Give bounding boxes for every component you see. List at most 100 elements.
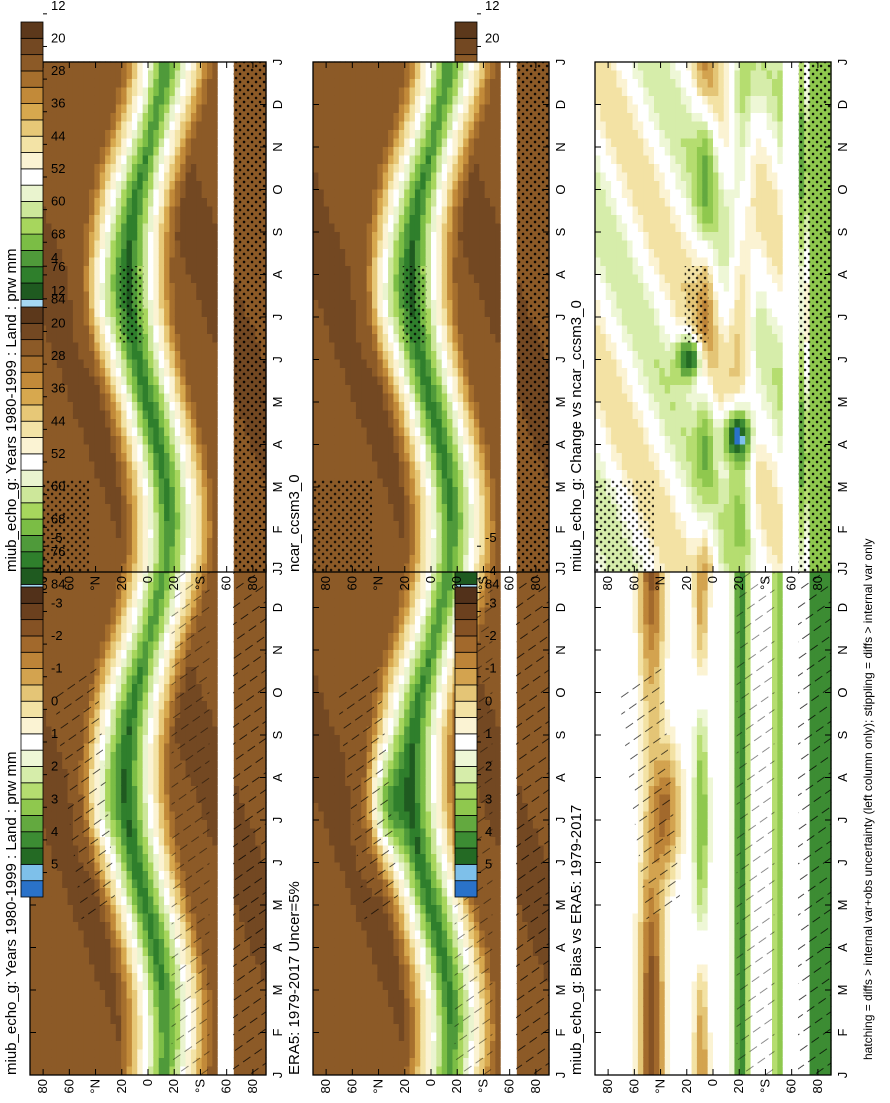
heatmap-cell: [121, 146, 127, 155]
heatmap-cell: [127, 359, 133, 368]
heatmap-cell: [186, 384, 192, 393]
heatmap-cell: [78, 155, 84, 164]
heatmap-cell: [132, 879, 138, 888]
heatmap-cell: [110, 401, 116, 410]
heatmap-cell: [116, 989, 122, 998]
heatmap-cell: [78, 444, 84, 453]
heatmap-cell: [100, 964, 106, 973]
heatmap-cell: [30, 1049, 36, 1058]
heatmap-cell: [223, 675, 229, 684]
heatmap-cell: [169, 342, 175, 351]
heatmap-cell: [223, 658, 229, 667]
heatmap-cell: [159, 607, 165, 616]
heatmap-cell: [148, 743, 154, 752]
heatmap-cell: [143, 367, 149, 376]
heatmap-cell: [121, 760, 127, 769]
heatmap-cell: [218, 692, 224, 701]
heatmap-cell: [68, 853, 74, 862]
heatmap-cell: [164, 947, 170, 956]
heatmap-cell: [159, 998, 165, 1007]
heatmap-cell: [73, 598, 79, 607]
heatmap-cell: [196, 376, 202, 385]
heatmap-cell: [89, 291, 95, 300]
heatmap-cell: [207, 282, 213, 291]
heatmap-cell: [68, 666, 74, 675]
heatmap-cell: [175, 223, 181, 232]
heatmap-cell: [110, 981, 116, 990]
heatmap-cell: [207, 461, 213, 470]
heatmap-cell: [159, 1023, 165, 1032]
heatmap-cell: [78, 172, 84, 181]
heatmap-cell: [73, 1015, 79, 1024]
heatmap-cell: [132, 563, 138, 572]
heatmap-cell: [218, 282, 224, 291]
heatmap-cell: [35, 1057, 41, 1066]
heatmap-cell: [159, 819, 165, 828]
heatmap-cell: [164, 938, 170, 947]
heatmap-cell: [68, 342, 74, 351]
heatmap-cell: [62, 435, 68, 444]
heatmap-cell: [51, 904, 57, 913]
heatmap-cell: [159, 503, 165, 512]
heatmap-cell: [51, 146, 57, 155]
heatmap-cell: [180, 529, 186, 538]
heatmap-cell: [180, 265, 186, 274]
heatmap-cell: [62, 78, 68, 87]
heatmap-cell: [84, 921, 90, 930]
heatmap-cell: [148, 265, 154, 274]
heatmap-cell: [180, 70, 186, 79]
heatmap-cell: [143, 641, 149, 650]
heatmap-cell: [212, 598, 218, 607]
heatmap-cell: [110, 785, 116, 794]
heatmap-cell: [218, 989, 224, 998]
heatmap-cell: [175, 163, 181, 172]
heatmap-cell: [121, 862, 127, 871]
heatmap-cell: [132, 921, 138, 930]
heatmap-cell: [68, 1049, 74, 1058]
heatmap-cell: [110, 607, 116, 616]
heatmap-cell: [148, 734, 154, 743]
heatmap-cell: [196, 529, 202, 538]
heatmap-cell: [137, 427, 143, 436]
heatmap-cell: [207, 325, 213, 334]
heatmap-cell: [105, 291, 111, 300]
heatmap-cell: [148, 819, 154, 828]
heatmap-cell: [137, 700, 143, 709]
heatmap-cell: [159, 896, 165, 905]
heatmap-cell: [94, 333, 100, 342]
heatmap-cell: [73, 325, 79, 334]
heatmap-cell: [164, 845, 170, 854]
heatmap-cell: [68, 274, 74, 283]
heatmap-cell: [180, 61, 186, 70]
heatmap-cell: [84, 112, 90, 121]
heatmap-cell: [132, 240, 138, 249]
heatmap-cell: [207, 316, 213, 325]
heatmap-cell: [196, 359, 202, 368]
heatmap-cell: [164, 427, 170, 436]
heatmap-cell: [73, 964, 79, 973]
heatmap-cell: [218, 435, 224, 444]
heatmap-cell: [73, 624, 79, 633]
heatmap-cell: [148, 717, 154, 726]
heatmap-cell: [153, 95, 159, 104]
heatmap-cell: [105, 104, 111, 113]
heatmap-cell: [153, 112, 159, 121]
heatmap-cell: [202, 384, 208, 393]
heatmap-cell: [175, 350, 181, 359]
heatmap-cell: [186, 529, 192, 538]
heatmap-cell: [153, 418, 159, 427]
heatmap-cell: [94, 70, 100, 79]
heatmap-cell: [121, 461, 127, 470]
heatmap-cell: [78, 376, 84, 385]
heatmap-cell: [223, 641, 229, 650]
heatmap-cell: [137, 537, 143, 546]
heatmap-cell: [116, 828, 122, 837]
heatmap-cell: [132, 862, 138, 871]
heatmap-cell: [116, 845, 122, 854]
heatmap-cell: [100, 231, 106, 240]
heatmap-cell: [116, 146, 122, 155]
heatmap-cell: [105, 486, 111, 495]
heatmap-cell: [137, 641, 143, 650]
heatmap-cell: [121, 546, 127, 555]
heatmap-cell: [223, 624, 229, 633]
